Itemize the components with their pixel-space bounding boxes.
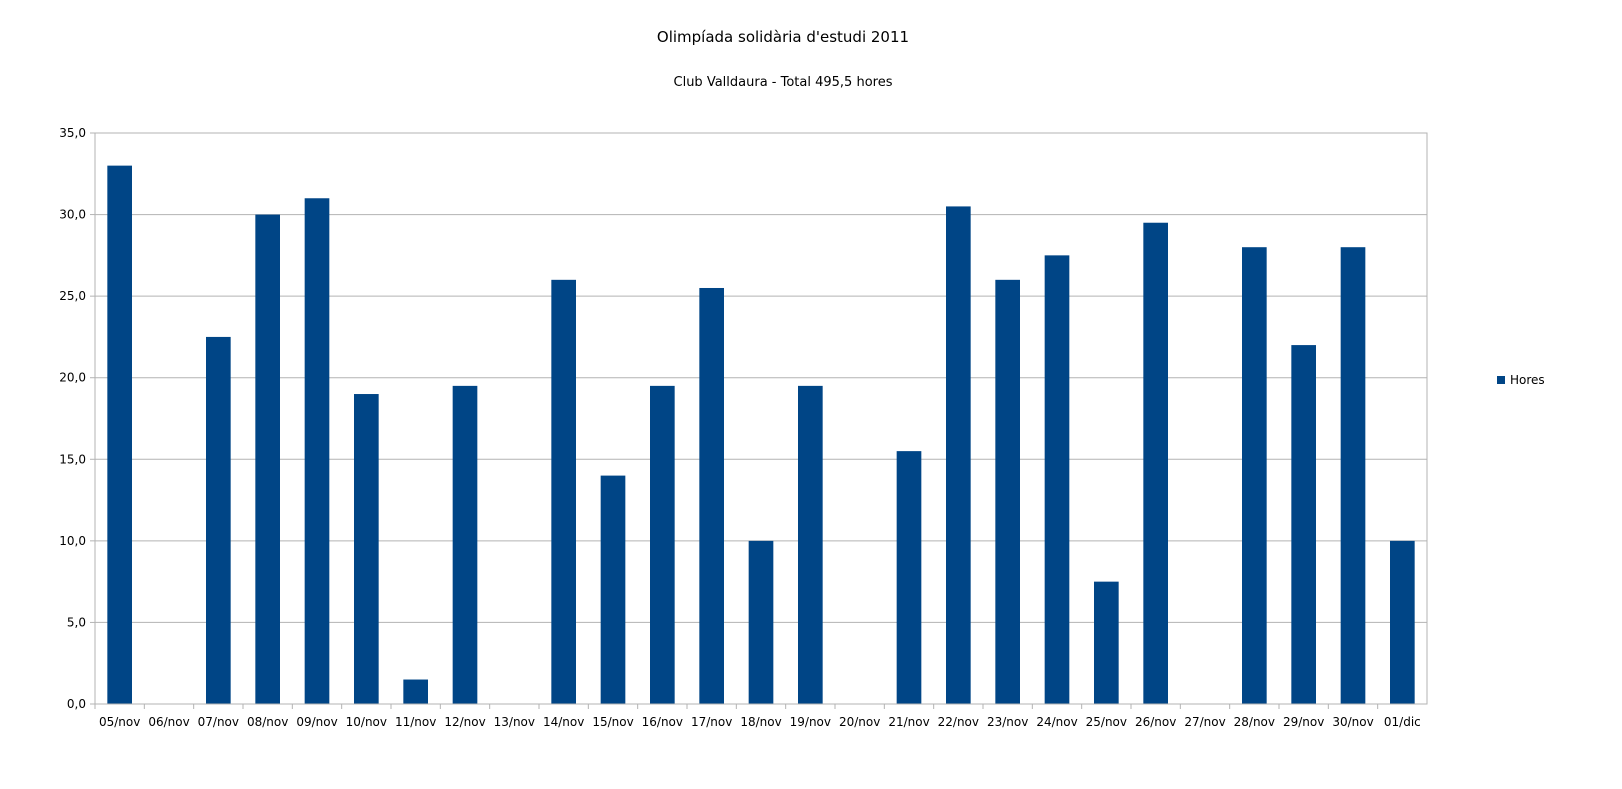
x-tick-label: 29/nov bbox=[1283, 715, 1324, 729]
bar-26/nov bbox=[1143, 222, 1168, 704]
x-axis-ticks: 05/nov 06/nov 07/nov 08/nov 09/nov 10/nov 11/n… bbox=[94, 704, 1421, 729]
x-tick-label: 06/nov bbox=[148, 715, 189, 729]
x-tick-label: 10/nov bbox=[346, 715, 387, 729]
bar-17/nov bbox=[699, 287, 724, 704]
x-tick-label: 27/nov bbox=[1184, 715, 1225, 729]
x-tick-label: 07/nov bbox=[198, 715, 239, 729]
x-tick-label: 05/nov bbox=[99, 715, 140, 729]
y-tick-label: 0,0 bbox=[67, 697, 86, 711]
x-tick-label: 11/nov bbox=[395, 715, 436, 729]
y-tick-label: 20,0 bbox=[59, 371, 86, 385]
x-tick-label: 19/nov bbox=[790, 715, 831, 729]
plot-area-border bbox=[94, 132, 1428, 705]
chart-title: Olimpíada solidària d'estudi 2011 bbox=[657, 28, 909, 46]
x-tick-label: 12/nov bbox=[444, 715, 485, 729]
x-tick-label: 13/nov bbox=[494, 715, 535, 729]
legend: Hores bbox=[1497, 373, 1545, 387]
bar-01/dic bbox=[1390, 540, 1415, 704]
x-tick-label: 14/nov bbox=[543, 715, 584, 729]
bar-07/nov bbox=[206, 336, 231, 704]
x-tick-label: 01/dic bbox=[1384, 715, 1421, 729]
x-tick-label: 30/nov bbox=[1332, 715, 1373, 729]
bar-08/nov bbox=[255, 214, 280, 705]
y-tick-label: 15,0 bbox=[59, 452, 86, 466]
x-tick-label: 25/nov bbox=[1086, 715, 1127, 729]
bar-12/nov bbox=[452, 385, 478, 704]
legend-swatch bbox=[1497, 376, 1505, 384]
bar-15/nov bbox=[600, 475, 626, 704]
x-tick-label: 16/nov bbox=[642, 715, 683, 729]
bar-18/nov bbox=[748, 540, 774, 704]
chart-subtitle: Club Valldaura - Total 495,5 hores bbox=[674, 75, 893, 90]
y-axis-ticks: 0,0 5,0 10,0 15,0 20,0 25,0 30,0 35,0 bbox=[59, 126, 86, 711]
x-tick-label: 09/nov bbox=[296, 715, 337, 729]
x-tick-label: 18/nov bbox=[740, 715, 781, 729]
bar-28/nov bbox=[1242, 247, 1267, 704]
bar-10/nov bbox=[354, 394, 379, 704]
x-tick-label: 24/nov bbox=[1036, 715, 1077, 729]
bars bbox=[107, 165, 1415, 705]
x-tick-label: 23/nov bbox=[987, 715, 1028, 729]
x-tick-label: 15/nov bbox=[592, 715, 633, 729]
y-tick-label: 5,0 bbox=[67, 615, 86, 629]
x-tick-label: 28/nov bbox=[1234, 715, 1275, 729]
bar-21/nov bbox=[896, 451, 922, 704]
bar-25/nov bbox=[1094, 581, 1119, 704]
y-tick-label: 30,0 bbox=[59, 208, 86, 222]
y-tick-label: 10,0 bbox=[59, 534, 86, 548]
bar-29/nov bbox=[1291, 345, 1316, 704]
bar-19/nov bbox=[798, 385, 823, 704]
x-tick-label: 22/nov bbox=[938, 715, 979, 729]
x-tick-label: 20/nov bbox=[839, 715, 880, 729]
bar-22/nov bbox=[946, 206, 971, 704]
bar-11/nov bbox=[403, 679, 428, 704]
x-tick-label: 08/nov bbox=[247, 715, 288, 729]
y-tick-label: 35,0 bbox=[59, 126, 86, 140]
bar-14/nov bbox=[551, 279, 576, 704]
x-tick-label: 21/nov bbox=[888, 715, 929, 729]
bar-23/nov bbox=[995, 279, 1020, 704]
bar-09/nov bbox=[304, 198, 330, 704]
bar-05/nov bbox=[107, 165, 132, 705]
legend-label: Hores bbox=[1510, 373, 1545, 387]
x-tick-label: 26/nov bbox=[1135, 715, 1176, 729]
bar-30/nov bbox=[1340, 247, 1366, 704]
x-tick-label: 17/nov bbox=[691, 715, 732, 729]
y-tick-label: 25,0 bbox=[59, 289, 86, 303]
bar-24/nov bbox=[1044, 255, 1070, 704]
bar-16/nov bbox=[650, 385, 675, 704]
